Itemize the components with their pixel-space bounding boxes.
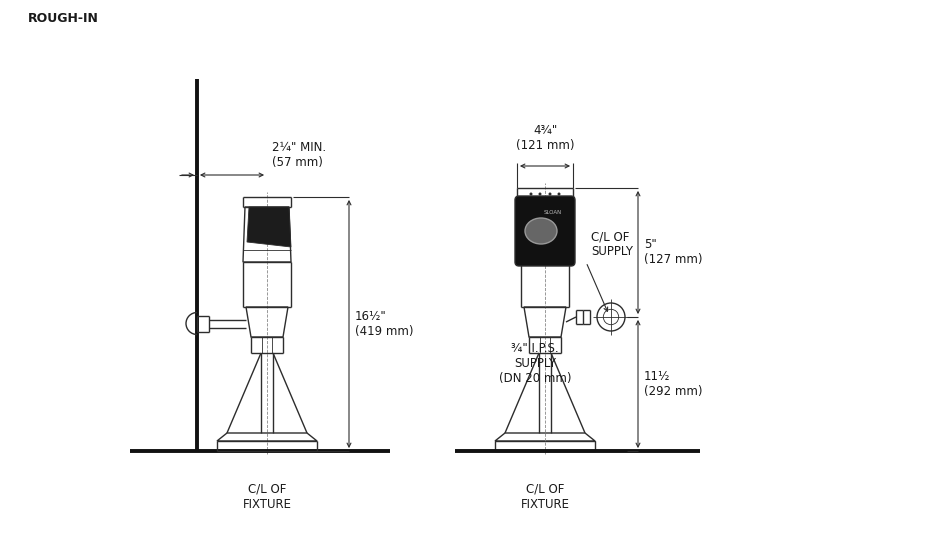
Text: 2¼" MIN.
(57 mm): 2¼" MIN. (57 mm) [272,141,327,169]
FancyBboxPatch shape [515,196,575,266]
Text: SLOAN: SLOAN [544,210,562,215]
Text: ¾" I.P.S.
SUPPLY
(DN 20 mm): ¾" I.P.S. SUPPLY (DN 20 mm) [499,342,572,385]
Circle shape [549,192,551,196]
Text: ROUGH-IN: ROUGH-IN [28,12,99,25]
Text: C/L OF
SUPPLY: C/L OF SUPPLY [591,230,633,258]
Polygon shape [247,207,291,247]
Text: 11½
(292 mm): 11½ (292 mm) [644,370,702,398]
Text: 5"
(127 mm): 5" (127 mm) [644,238,702,266]
Circle shape [558,192,561,196]
Circle shape [529,192,533,196]
Text: 4¾"
(121 mm): 4¾" (121 mm) [516,124,574,152]
Circle shape [538,192,541,196]
Text: C/L OF
FIXTURE: C/L OF FIXTURE [521,483,570,511]
Text: 16½"
(419 mm): 16½" (419 mm) [355,310,413,338]
Text: C/L OF
FIXTURE: C/L OF FIXTURE [242,483,291,511]
Ellipse shape [525,218,557,244]
